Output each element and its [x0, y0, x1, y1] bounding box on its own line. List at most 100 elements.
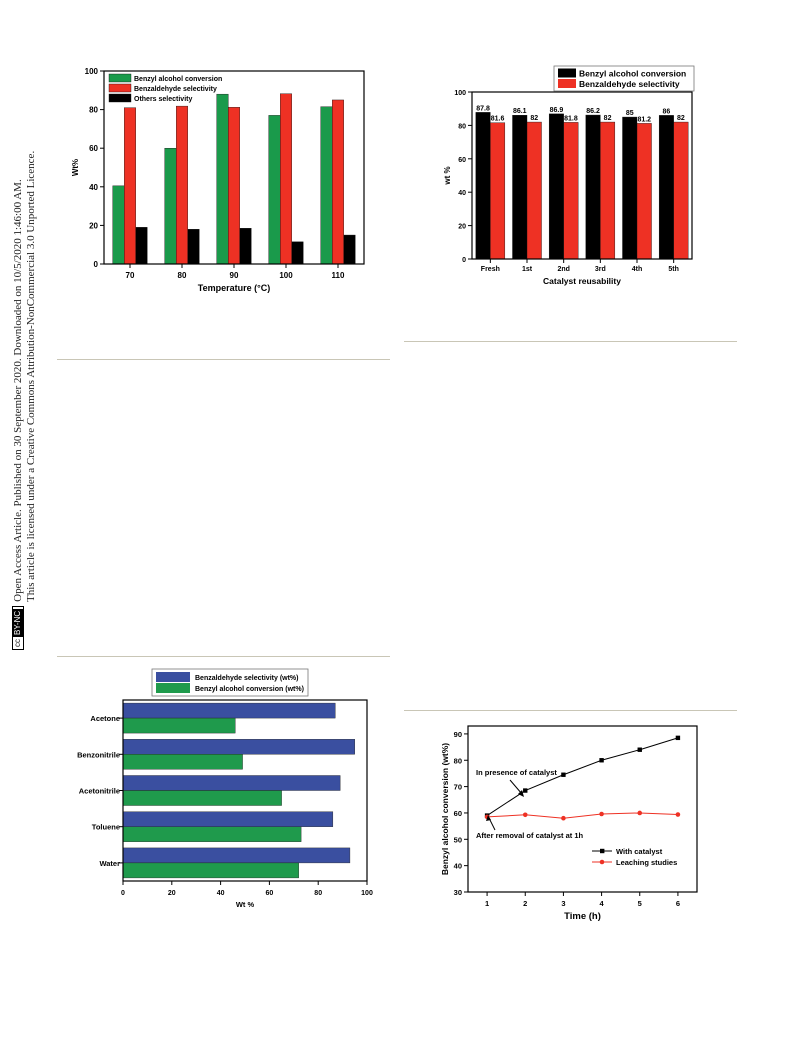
legend-label: Others selectivity	[134, 96, 192, 103]
y-tick-label: 90	[454, 730, 462, 739]
y-tick-label: 50	[454, 835, 462, 844]
y-axis-label: Benzyl alcohol conversion (wt%)	[440, 743, 450, 875]
bar	[164, 147, 177, 265]
bar	[122, 790, 282, 806]
data-label: 82	[530, 115, 538, 122]
bar	[673, 121, 689, 260]
data-point	[599, 758, 604, 763]
x-tick-label: 70	[126, 271, 135, 280]
y-tick-label: 70	[454, 783, 462, 792]
bar	[280, 93, 292, 265]
data-label: 82	[677, 115, 685, 122]
y-tick-label: 0	[462, 257, 466, 264]
legend-swatch	[558, 68, 576, 78]
bar	[622, 116, 638, 260]
y-tick-label: 60	[89, 144, 98, 153]
bar	[291, 241, 304, 265]
x-tick-label: 3	[561, 899, 565, 908]
bar	[187, 229, 200, 265]
legend-label: Benzyl alcohol conversion	[134, 76, 222, 83]
y-tick-label: 40	[458, 190, 466, 197]
annotation-arrow	[488, 817, 496, 831]
plot-frame	[467, 725, 698, 893]
x-tick-label: 5th	[668, 266, 679, 273]
plot-frame	[471, 91, 693, 260]
x-axis-label: Wt %	[236, 900, 255, 909]
divider	[404, 710, 737, 711]
bar	[658, 115, 674, 260]
x-axis-label: Temperature (°C)	[198, 283, 270, 293]
bar	[122, 717, 236, 734]
bar	[526, 121, 542, 260]
x-tick-label: 80	[178, 271, 187, 280]
y-tick-label: Water	[99, 859, 120, 868]
annotation-arrowhead	[486, 815, 491, 821]
series-line	[487, 812, 678, 819]
x-tick-label: 6	[676, 899, 680, 908]
x-tick-label: 1	[485, 899, 489, 908]
data-point	[637, 747, 642, 752]
y-tick-label: 80	[454, 756, 462, 765]
data-point	[637, 810, 643, 816]
y-tick-label: 40	[454, 862, 462, 871]
x-tick-label: 60	[266, 890, 274, 897]
bar	[600, 121, 616, 260]
legend-label: Benzaldehyde selectivity	[579, 79, 680, 89]
bar	[112, 185, 125, 265]
annotation: In presence of catalyst	[476, 768, 557, 777]
legend-swatch	[156, 683, 190, 693]
bar	[135, 227, 148, 265]
bar	[122, 754, 243, 770]
data-label: 81.8	[564, 115, 578, 122]
y-tick-label: Benzonitrile	[77, 750, 120, 759]
bar	[228, 107, 240, 265]
x-tick-label: Fresh	[481, 266, 500, 273]
annotation: After removal of catalyst at 1h	[476, 831, 584, 840]
annotation-arrow	[509, 779, 523, 795]
bar	[636, 123, 652, 260]
legend-box	[151, 668, 309, 697]
data-point	[561, 772, 566, 777]
data-point	[484, 814, 490, 820]
cc-license-badge[interactable]: ccBY-NC	[12, 605, 25, 650]
y-tick-label: 80	[89, 106, 98, 115]
legend-label: Benzaldehyde selectivity (wt%)	[195, 675, 298, 682]
divider	[57, 359, 390, 360]
x-tick-label: 3rd	[595, 266, 606, 273]
x-tick-label: 4th	[632, 266, 643, 273]
legend-marker	[599, 859, 605, 865]
y-tick-label: 20	[458, 224, 466, 231]
y-tick-label: 40	[89, 183, 98, 192]
bar	[490, 122, 506, 260]
x-axis-label: Time (h)	[564, 911, 601, 922]
bar	[320, 106, 333, 265]
x-axis-label: Catalyst reusability	[543, 276, 621, 286]
bar	[512, 115, 528, 260]
legend-label: Benzyl alcohol conversion	[579, 69, 686, 79]
bar	[122, 811, 334, 827]
y-tick-label: Acetone	[90, 714, 120, 723]
x-tick-label: 110	[332, 271, 345, 280]
data-point	[484, 813, 490, 818]
bar	[475, 112, 491, 260]
legend-swatch	[108, 83, 132, 93]
annotation-arrowhead	[518, 790, 524, 797]
legend-swatch	[558, 79, 576, 88]
bar	[548, 113, 564, 260]
legend-box	[553, 65, 695, 92]
bar	[216, 93, 229, 265]
bar	[563, 122, 579, 260]
x-tick-label: 0	[121, 890, 125, 897]
y-tick-label: 20	[89, 221, 98, 230]
data-label: 85	[626, 110, 634, 117]
license-sidebar: ccBY-NC Open Access Article. Published on…	[12, 151, 38, 650]
divider	[57, 656, 390, 657]
data-label: 81.6	[491, 116, 505, 123]
series-line	[486, 737, 679, 817]
x-tick-label: 5	[638, 899, 642, 908]
y-tick-label: 30	[454, 888, 462, 897]
